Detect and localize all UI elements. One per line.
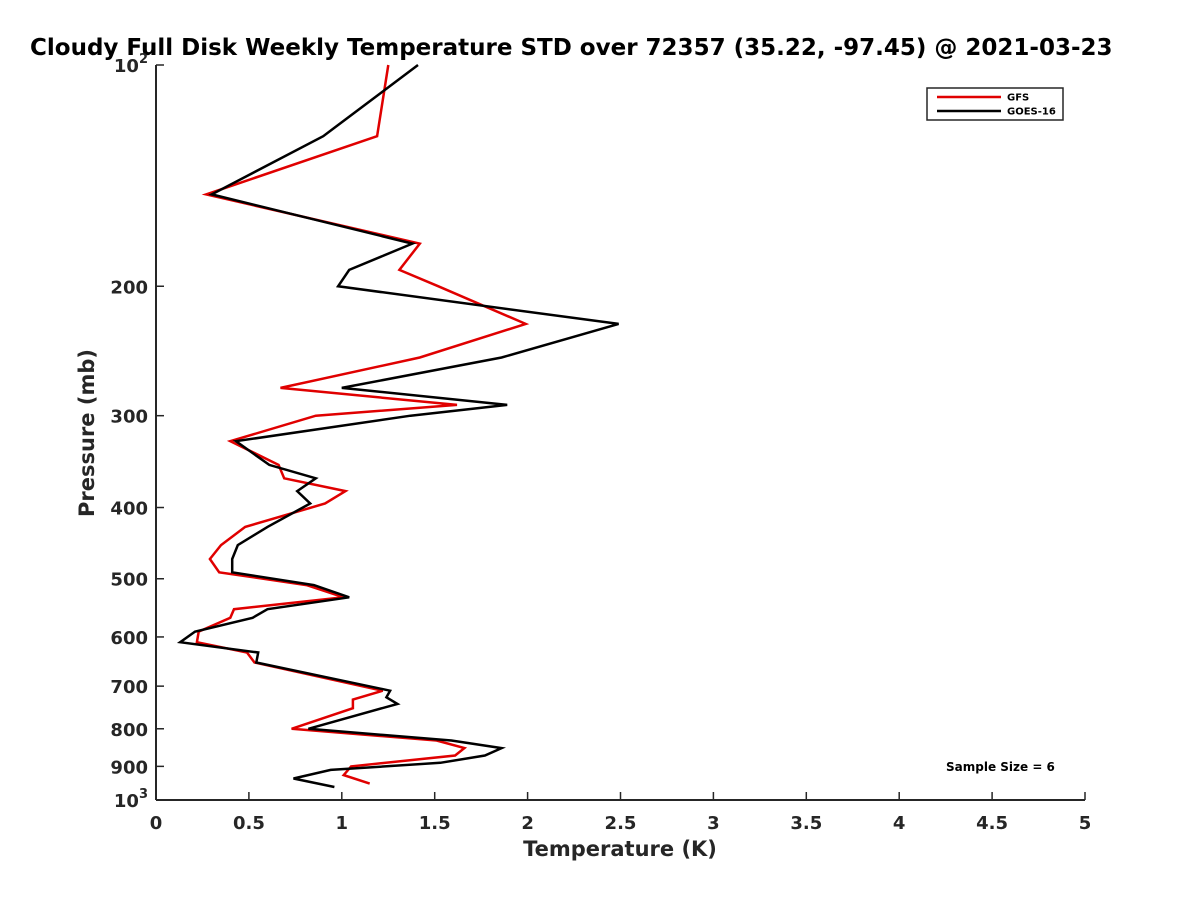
y-tick-label: 300 xyxy=(110,407,148,428)
x-tick-label: 4 xyxy=(893,813,906,834)
x-tick-label: 3.5 xyxy=(790,813,822,834)
y-tick-base: 10 xyxy=(114,56,139,77)
series-layer xyxy=(176,64,619,789)
y-tick-base: 800 xyxy=(110,720,148,741)
y-tick-label: 103 xyxy=(114,787,148,812)
x-tick-label: 3 xyxy=(707,813,720,834)
y-axis-label: Pressure (mb) xyxy=(75,349,99,517)
y-tick-label: 102 xyxy=(114,52,148,77)
x-ticks: 0 0.5 1 1.5 2 2.5 3 3.5 4 4.5 5 xyxy=(150,792,1092,834)
legend-items: GFS GOES-16 xyxy=(937,93,1056,118)
x-tick-label: 0 xyxy=(150,813,163,834)
y-tick-base: 600 xyxy=(110,628,148,649)
y-tick-label: 800 xyxy=(110,720,148,741)
chart-title: Cloudy Full Disk Weekly Temperature STD … xyxy=(30,35,1113,61)
y-tick-base: 10 xyxy=(114,791,139,812)
y-tick-label: 700 xyxy=(110,677,148,698)
y-tick-label: 900 xyxy=(110,757,148,778)
x-axis-label: Temperature (K) xyxy=(523,837,717,861)
y-tick-label: 600 xyxy=(110,628,148,649)
y-tick-exponent: 2 xyxy=(139,52,148,67)
y-tick-label: 500 xyxy=(110,570,148,591)
x-tick-label: 1 xyxy=(336,813,349,834)
legend-label: GOES-16 xyxy=(1007,107,1056,118)
series-line-goes-16 xyxy=(176,64,619,789)
y-tick-base: 700 xyxy=(110,677,148,698)
legend-box xyxy=(926,87,1064,121)
x-tick-label: 5 xyxy=(1079,813,1092,834)
sample-size-annotation: Sample Size = 6 xyxy=(946,760,1055,774)
y-tick-base: 300 xyxy=(110,407,148,428)
legend: GFS GOES-16 xyxy=(926,87,1064,121)
y-tick-label: 200 xyxy=(110,277,148,298)
legend-label: GFS xyxy=(1007,93,1029,104)
y-tick-base: 200 xyxy=(110,277,148,298)
y-tick-base: 500 xyxy=(110,570,148,591)
x-tick-label: 4.5 xyxy=(976,813,1008,834)
x-tick-label: 2.5 xyxy=(605,813,637,834)
y-tick-label: 400 xyxy=(110,499,148,520)
x-tick-label: 0.5 xyxy=(233,813,265,834)
y-tick-base: 900 xyxy=(110,757,148,778)
series-line-gfs xyxy=(195,64,530,785)
x-tick-label: 1.5 xyxy=(419,813,451,834)
y-tick-base: 400 xyxy=(110,499,148,520)
y-tick-exponent: 3 xyxy=(139,787,148,802)
x-tick-label: 2 xyxy=(521,813,534,834)
plot-area: 0 0.5 1 1.5 2 2.5 3 3.5 4 4.5 5 102200300400500600… xyxy=(110,52,1091,834)
